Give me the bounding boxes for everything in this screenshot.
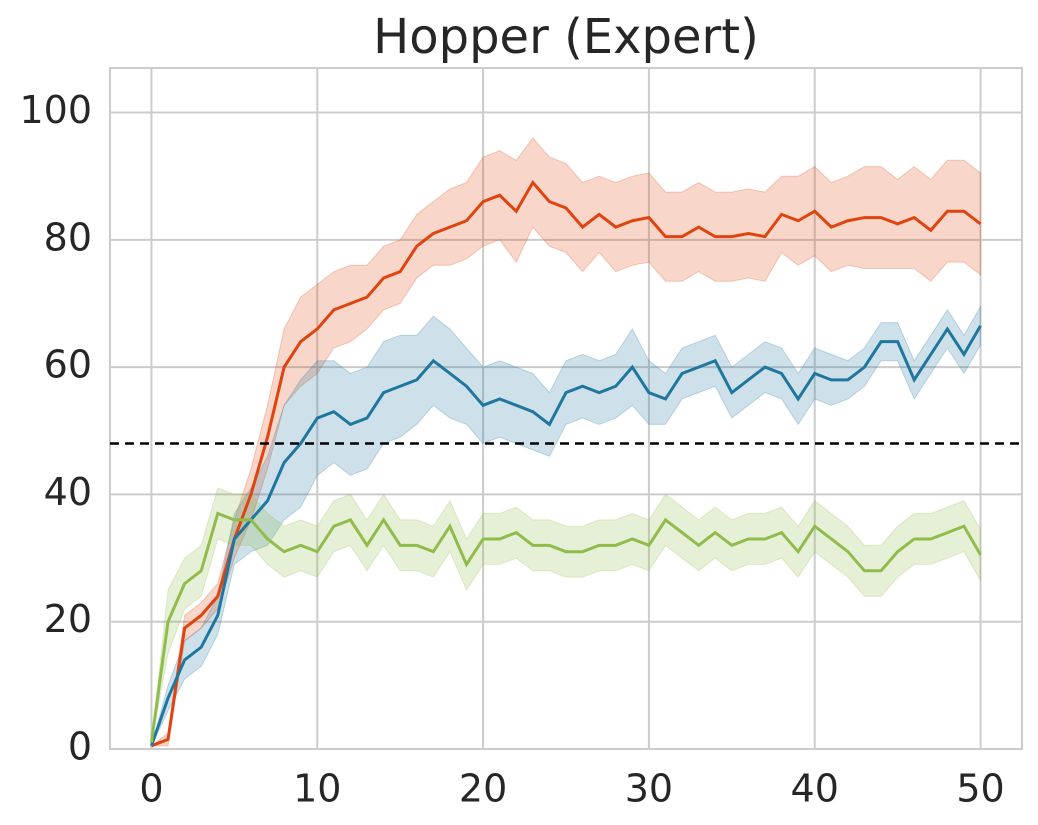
x-tick-label: 50: [956, 767, 1004, 811]
x-tick-label: 0: [139, 767, 163, 811]
series-line: [150, 325, 982, 747]
x-tick-label: 20: [459, 767, 507, 811]
chart-title: Hopper (Expert): [373, 9, 759, 65]
plot-area: [109, 67, 1023, 750]
series-line: [149, 511, 982, 743]
x-tick-label: 30: [625, 767, 673, 811]
series-line: [150, 179, 982, 748]
y-tick-label: 80: [44, 215, 92, 259]
y-tick-label: 60: [44, 343, 92, 387]
x-tick-label: 10: [293, 767, 341, 811]
x-tick-label: 40: [791, 767, 839, 811]
y-tick-label: 0: [68, 725, 92, 769]
y-tick-label: 40: [44, 470, 92, 514]
y-tick-label: 20: [44, 597, 92, 641]
y-tick-label: 100: [19, 88, 92, 132]
